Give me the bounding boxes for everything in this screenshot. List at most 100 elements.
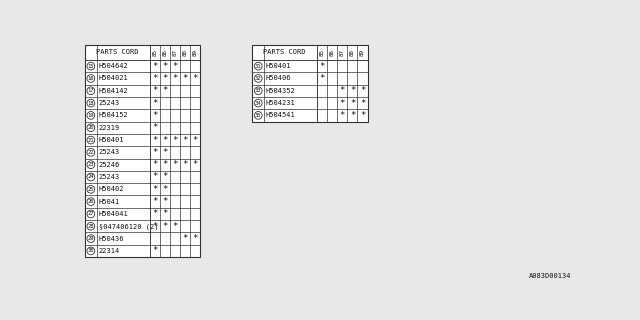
- Text: *: *: [152, 185, 157, 194]
- Text: 17: 17: [88, 88, 94, 93]
- Text: 32: 32: [255, 76, 262, 81]
- Text: H504021: H504021: [99, 76, 129, 81]
- Text: H504642: H504642: [99, 63, 129, 69]
- Text: 22314: 22314: [99, 248, 120, 254]
- Text: 26: 26: [88, 199, 94, 204]
- Text: H504041: H504041: [99, 211, 129, 217]
- Text: *: *: [360, 86, 365, 95]
- Text: *: *: [152, 210, 157, 219]
- Text: PARTS CORD: PARTS CORD: [96, 49, 138, 55]
- Text: *: *: [162, 136, 168, 145]
- Text: H504152: H504152: [99, 112, 129, 118]
- Text: *: *: [162, 148, 168, 157]
- Text: 24: 24: [88, 174, 94, 180]
- Bar: [84, 44, 200, 257]
- Text: *: *: [182, 136, 188, 145]
- Text: *: *: [172, 222, 178, 231]
- Text: §047406120 (2): §047406120 (2): [99, 223, 158, 229]
- Text: *: *: [172, 136, 178, 145]
- Text: H50402: H50402: [99, 186, 124, 192]
- Text: *: *: [319, 62, 325, 71]
- Text: 87: 87: [172, 49, 177, 56]
- Bar: [252, 44, 367, 122]
- Text: *: *: [319, 74, 325, 83]
- Text: 86: 86: [163, 49, 168, 56]
- Text: 28: 28: [88, 224, 94, 229]
- Text: *: *: [152, 148, 157, 157]
- Text: 25243: 25243: [99, 149, 120, 156]
- Text: 16: 16: [88, 76, 94, 81]
- Text: *: *: [172, 160, 178, 169]
- Text: 30: 30: [88, 248, 94, 253]
- Text: *: *: [193, 160, 198, 169]
- Text: 19: 19: [88, 113, 94, 118]
- Text: H50436: H50436: [99, 236, 124, 242]
- Text: *: *: [162, 172, 168, 181]
- Text: *: *: [360, 111, 365, 120]
- Text: 23: 23: [88, 162, 94, 167]
- Text: *: *: [349, 86, 355, 95]
- Text: *: *: [152, 123, 157, 132]
- Text: H504352: H504352: [266, 88, 296, 94]
- Text: 25246: 25246: [99, 162, 120, 168]
- Text: *: *: [162, 74, 168, 83]
- Text: *: *: [152, 111, 157, 120]
- Text: *: *: [340, 86, 345, 95]
- Text: *: *: [193, 74, 198, 83]
- Text: 22319: 22319: [99, 125, 120, 131]
- Text: *: *: [182, 160, 188, 169]
- Text: 85: 85: [152, 49, 157, 56]
- Text: 25243: 25243: [99, 174, 120, 180]
- Text: 29: 29: [88, 236, 94, 241]
- Text: *: *: [152, 222, 157, 231]
- Text: 89: 89: [360, 49, 365, 56]
- Text: A083D00134: A083D00134: [529, 273, 572, 279]
- Text: *: *: [193, 234, 198, 243]
- Text: *: *: [172, 74, 178, 83]
- Text: 35: 35: [255, 113, 262, 118]
- Text: *: *: [340, 99, 345, 108]
- Text: *: *: [152, 136, 157, 145]
- Text: H50401: H50401: [266, 63, 291, 69]
- Text: *: *: [162, 210, 168, 219]
- Text: *: *: [162, 197, 168, 206]
- Text: *: *: [162, 86, 168, 95]
- Text: 87: 87: [340, 49, 345, 56]
- Text: *: *: [162, 160, 168, 169]
- Text: *: *: [152, 99, 157, 108]
- Text: *: *: [182, 74, 188, 83]
- Text: 25243: 25243: [99, 100, 120, 106]
- Text: 27: 27: [88, 212, 94, 216]
- Text: H50401: H50401: [99, 137, 124, 143]
- Text: *: *: [349, 111, 355, 120]
- Text: H504142: H504142: [99, 88, 129, 94]
- Text: *: *: [152, 246, 157, 255]
- Text: 86: 86: [330, 49, 335, 56]
- Text: 88: 88: [182, 49, 188, 56]
- Text: 25: 25: [88, 187, 94, 192]
- Text: 20: 20: [88, 125, 94, 130]
- Text: *: *: [349, 99, 355, 108]
- Text: 33: 33: [255, 88, 262, 93]
- Text: *: *: [360, 99, 365, 108]
- Text: 22: 22: [88, 150, 94, 155]
- Text: H504541: H504541: [266, 112, 296, 118]
- Text: *: *: [152, 74, 157, 83]
- Text: 18: 18: [88, 100, 94, 106]
- Text: 34: 34: [255, 100, 262, 106]
- Text: 85: 85: [320, 49, 324, 56]
- Text: 21: 21: [88, 138, 94, 142]
- Text: *: *: [340, 111, 345, 120]
- Text: *: *: [152, 160, 157, 169]
- Text: H5041: H5041: [99, 199, 120, 205]
- Text: *: *: [152, 62, 157, 71]
- Text: 31: 31: [255, 64, 262, 68]
- Text: PARTS CORD: PARTS CORD: [263, 49, 306, 55]
- Text: *: *: [152, 172, 157, 181]
- Text: 88: 88: [350, 49, 355, 56]
- Text: *: *: [162, 185, 168, 194]
- Text: H50406: H50406: [266, 76, 291, 81]
- Text: 15: 15: [88, 64, 94, 68]
- Text: *: *: [182, 234, 188, 243]
- Text: *: *: [172, 62, 178, 71]
